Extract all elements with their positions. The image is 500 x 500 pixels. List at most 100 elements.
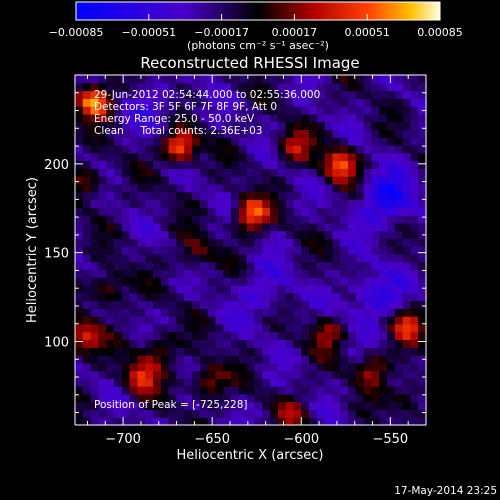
heatmap-cell <box>270 409 279 418</box>
heatmap-cell <box>348 145 357 154</box>
heatmap-cell <box>129 362 138 372</box>
heatmap-cell <box>277 261 287 271</box>
heatmap-cell <box>75 417 84 426</box>
heatmap-cell <box>90 82 99 92</box>
heatmap-cell <box>153 370 162 379</box>
heatmap-cell <box>316 285 326 294</box>
heatmap-cell <box>277 168 287 177</box>
heatmap-cell <box>418 90 427 99</box>
heatmap-cell <box>340 292 349 302</box>
heatmap-cell <box>270 152 279 162</box>
heatmap-cell <box>223 160 232 169</box>
heatmap-cell <box>184 222 193 232</box>
heatmap-cell <box>340 199 349 208</box>
heatmap-cell <box>238 113 248 123</box>
heatmap-cell <box>192 82 201 92</box>
heatmap-cell <box>199 238 209 247</box>
heatmap-cell <box>129 261 138 271</box>
heatmap-cell <box>410 300 419 309</box>
heatmap-cell <box>121 253 131 263</box>
heatmap-cell <box>324 168 333 177</box>
heatmap-cell <box>192 183 201 193</box>
heatmap-cell <box>106 261 115 271</box>
heatmap-cell <box>215 331 224 341</box>
heatmap-cell <box>231 393 240 403</box>
heatmap-cell <box>223 121 232 131</box>
heatmap-cell <box>348 176 357 185</box>
heatmap-cell <box>199 113 209 123</box>
heatmap-cell <box>402 90 411 99</box>
heatmap-cell <box>192 199 201 208</box>
heatmap-cell <box>238 98 248 107</box>
heatmap-cell <box>379 331 388 341</box>
heatmap-cell <box>270 370 279 379</box>
heatmap-cell <box>137 222 146 232</box>
heatmap-cell <box>270 183 279 193</box>
heatmap-cell <box>199 145 209 154</box>
heatmap-cell <box>379 222 388 232</box>
heatmap-cell <box>192 246 201 255</box>
heatmap-cell <box>184 145 193 154</box>
heatmap-cell <box>90 409 99 418</box>
heatmap-cell <box>394 355 404 364</box>
heatmap-cell <box>355 269 365 278</box>
heatmap-cell <box>246 253 255 263</box>
heatmap-cell <box>394 145 404 154</box>
heatmap-cell <box>153 355 162 364</box>
heatmap-cell <box>106 253 115 263</box>
heatmap-cell <box>387 98 396 107</box>
heatmap-cell <box>371 347 380 356</box>
heatmap-cell <box>371 261 380 271</box>
heatmap-cell <box>309 129 318 138</box>
heatmap-cell <box>153 378 162 387</box>
heatmap-cell <box>231 261 240 271</box>
heatmap-cell <box>114 215 123 224</box>
heatmap-cell <box>184 207 193 216</box>
heatmap-cell <box>192 75 201 84</box>
heatmap-cell <box>410 378 419 387</box>
heatmap-cell <box>293 222 302 232</box>
heatmap-cell <box>379 300 388 309</box>
heatmap-cell <box>192 355 201 364</box>
heatmap-cell <box>168 238 177 247</box>
heatmap-cell <box>277 378 287 387</box>
heatmap-cell <box>262 168 271 177</box>
heatmap-cell <box>394 347 404 356</box>
heatmap-cell <box>348 113 357 123</box>
heatmap-cell <box>231 191 240 201</box>
heatmap-cell <box>98 113 107 123</box>
heatmap-cell <box>246 308 255 317</box>
heatmap-cell <box>129 145 138 154</box>
heatmap-cell <box>262 386 271 395</box>
heatmap-cell <box>262 90 271 99</box>
heatmap-cell <box>215 215 224 224</box>
heatmap-cell <box>387 82 396 92</box>
heatmap-cell <box>207 378 216 387</box>
heatmap-cell <box>363 222 372 232</box>
heatmap-cell <box>254 378 263 387</box>
heatmap-cell <box>262 98 271 107</box>
heatmap-cell <box>340 129 349 138</box>
heatmap-cell <box>387 401 396 411</box>
heatmap-cell <box>160 401 170 411</box>
heatmap-cell <box>402 362 411 372</box>
heatmap-cell <box>324 355 333 364</box>
heatmap-cell <box>402 113 411 123</box>
heatmap-cell <box>301 378 310 387</box>
heatmap-cell <box>410 347 419 356</box>
heatmap-cell <box>332 300 341 309</box>
heatmap-cell <box>410 137 419 146</box>
heatmap-cell <box>363 370 372 379</box>
heatmap-cell <box>394 90 404 99</box>
heatmap-cell <box>153 285 162 294</box>
heatmap-cell <box>192 323 201 333</box>
heatmap-cell <box>332 323 341 333</box>
heatmap-cell <box>121 199 131 208</box>
heatmap-cell <box>98 129 107 138</box>
heatmap-cell <box>301 121 310 131</box>
heatmap-cell <box>363 378 372 387</box>
heatmap-cell <box>340 168 349 177</box>
heatmap-cell <box>348 152 357 162</box>
heatmap-cell <box>82 269 92 278</box>
heatmap-cell <box>145 393 154 403</box>
